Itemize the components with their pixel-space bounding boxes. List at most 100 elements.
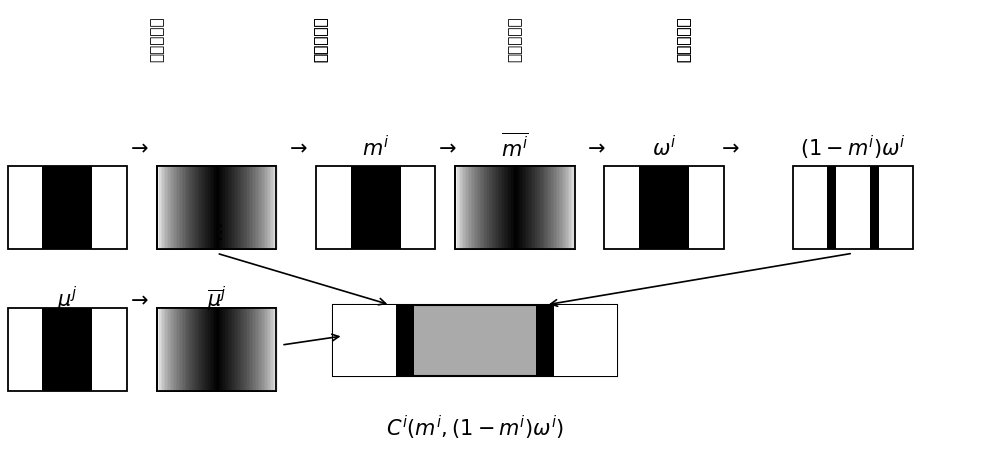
Bar (177, 308, 180, 391)
Bar (226, 166, 229, 249)
Bar (171, 166, 174, 249)
Bar (202, 308, 205, 391)
Bar (525, 166, 527, 249)
Text: $(1-m^i)\omega^i$: $(1-m^i)\omega^i$ (800, 133, 906, 162)
Text: $\overline{\mu}^j$: $\overline{\mu}^j$ (207, 285, 226, 314)
Bar (210, 166, 212, 249)
Bar (174, 166, 177, 249)
Bar (489, 166, 491, 249)
Bar (535, 166, 538, 249)
Bar (565, 166, 567, 249)
Bar (196, 166, 199, 249)
Bar (544, 166, 546, 249)
Bar (498, 166, 500, 249)
Bar (554, 305, 617, 376)
Bar (180, 166, 183, 249)
Bar (351, 166, 401, 249)
Bar (526, 166, 529, 249)
Bar (505, 166, 508, 249)
Bar (264, 308, 266, 391)
Bar (534, 166, 536, 249)
Bar (459, 166, 461, 249)
Bar (223, 308, 226, 391)
Bar (176, 308, 178, 391)
Bar (213, 308, 215, 391)
Bar (543, 166, 545, 249)
Bar (241, 166, 244, 249)
Bar (237, 166, 239, 249)
Bar (261, 308, 263, 391)
Bar (247, 166, 250, 249)
Bar (574, 166, 576, 249)
Bar (225, 308, 227, 391)
Bar (220, 166, 223, 249)
Bar (472, 166, 475, 249)
Bar (219, 308, 221, 391)
Bar (604, 166, 724, 249)
Bar (205, 308, 208, 391)
Bar (504, 166, 506, 249)
Bar (273, 308, 275, 391)
Bar (471, 166, 473, 249)
Bar (165, 308, 168, 391)
Bar (276, 308, 278, 391)
Bar (243, 308, 245, 391)
Bar (193, 166, 196, 249)
Bar (557, 166, 560, 249)
Bar (238, 166, 241, 249)
Bar (211, 166, 214, 249)
Bar (186, 308, 188, 391)
Bar (232, 166, 235, 249)
Bar (159, 166, 162, 249)
Bar (157, 308, 276, 391)
Bar (274, 308, 276, 391)
Bar (208, 308, 211, 391)
Bar (237, 308, 239, 391)
Bar (207, 166, 209, 249)
Bar (238, 308, 241, 391)
Bar (174, 308, 177, 391)
Text: $\rightarrow$: $\rightarrow$ (717, 138, 740, 158)
Bar (180, 308, 183, 391)
Bar (182, 308, 184, 391)
Bar (553, 166, 555, 249)
Bar (264, 166, 266, 249)
Bar (563, 166, 566, 249)
Bar (462, 166, 464, 249)
Bar (214, 166, 217, 249)
Bar (193, 308, 196, 391)
Bar (201, 308, 203, 391)
Bar (556, 166, 558, 249)
Bar (562, 166, 564, 249)
Bar (560, 166, 563, 249)
Bar (496, 166, 499, 249)
Bar (228, 166, 230, 249)
Bar (490, 166, 493, 249)
Bar (253, 308, 256, 391)
Bar (252, 166, 254, 249)
Bar (455, 166, 575, 249)
Bar (211, 308, 214, 391)
Bar (220, 308, 223, 391)
Bar (243, 166, 245, 249)
Bar (167, 308, 169, 391)
Bar (214, 308, 217, 391)
Text: $\vdots$: $\vdots$ (210, 222, 223, 243)
Bar (158, 166, 160, 249)
Bar (262, 308, 265, 391)
Bar (186, 166, 188, 249)
Bar (548, 166, 551, 249)
Bar (460, 166, 463, 249)
Bar (538, 166, 541, 249)
Bar (252, 308, 254, 391)
Bar (255, 166, 257, 249)
Bar (267, 308, 269, 391)
Bar (192, 166, 194, 249)
Bar (198, 308, 200, 391)
Bar (249, 166, 251, 249)
Text: $\overline{m^i}$: $\overline{m^i}$ (501, 133, 529, 162)
Bar (204, 166, 206, 249)
Bar (477, 166, 479, 249)
Bar (217, 166, 220, 249)
Bar (161, 166, 163, 249)
